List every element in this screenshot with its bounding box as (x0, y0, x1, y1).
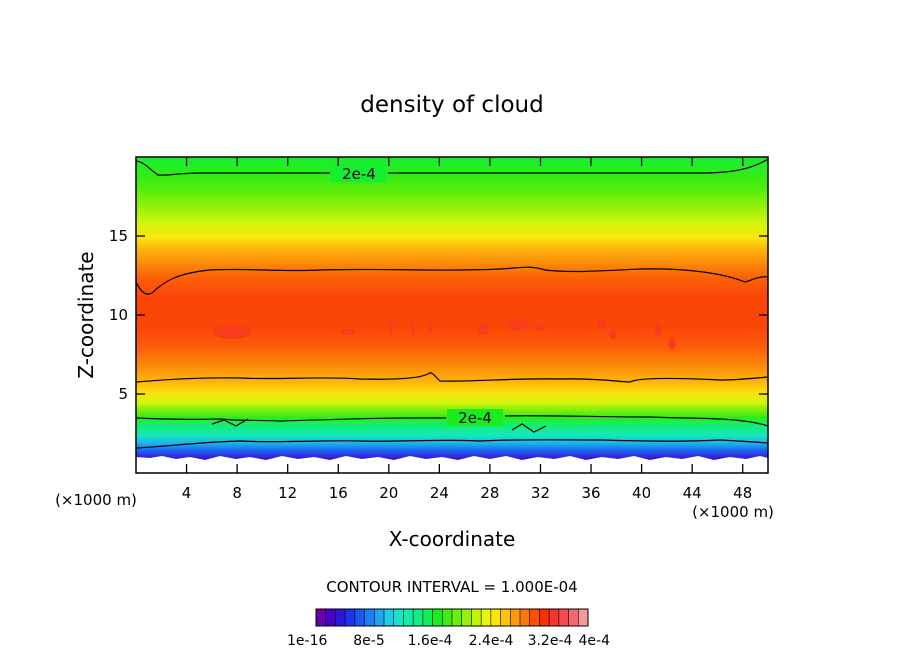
x-tick-label: 12 (278, 484, 297, 502)
contour-line-lower (136, 415, 768, 427)
patch (655, 323, 661, 337)
x-tick-label: 16 (329, 484, 348, 502)
colorbar-swatch (500, 609, 511, 626)
colorbar-label: 1.6e-4 (408, 633, 453, 649)
x-tick-label: 24 (430, 484, 449, 502)
colorbar-swatch (578, 609, 589, 626)
contour-lines (136, 158, 768, 449)
patch (508, 320, 528, 330)
contour-line-base (136, 439, 768, 449)
contour-line-middle (136, 372, 768, 383)
colorbar-swatch (422, 609, 433, 626)
y-tick-label: 15 (109, 227, 128, 245)
colorbar-frame (315, 608, 589, 627)
y-unit-label: (×1000 m) (55, 491, 137, 509)
patch (668, 337, 676, 349)
colorbar-label: 3.2e-4 (528, 633, 573, 649)
y-tick-label: 5 (118, 385, 128, 403)
colorbar (315, 608, 589, 627)
contour-label-top: 2e-4 (342, 165, 376, 183)
colorbar-swatch (510, 609, 521, 626)
colorbar-swatch (568, 609, 579, 626)
colorbar-swatch (393, 609, 404, 626)
patch (478, 323, 488, 335)
colorbar-swatch (413, 609, 424, 626)
colorbar-swatch (364, 609, 375, 626)
colorbar-swatch (539, 609, 550, 626)
patch (598, 319, 606, 329)
colorbar-label: 2.4e-4 (469, 633, 514, 649)
colorbar-swatch (490, 609, 501, 626)
patch (609, 329, 617, 339)
colorbar-swatch (471, 609, 482, 626)
contour-label-lower: 2e-4 (458, 409, 492, 427)
patch (389, 317, 393, 335)
colorbar-swatch (558, 609, 569, 626)
x-tick-label: 48 (733, 484, 752, 502)
patch (428, 320, 432, 334)
colorbar-swatch (461, 609, 472, 626)
y-axis-label: Z-coordinate (74, 251, 98, 378)
patch (212, 325, 252, 339)
colorbar-label: 4e-4 (579, 633, 611, 649)
x-tick-label: 20 (379, 484, 398, 502)
colorbar-swatch (403, 609, 414, 626)
max-density-patches (212, 317, 676, 349)
colorbar-label: 1e-16 (287, 633, 327, 649)
x-tick-label: 40 (632, 484, 651, 502)
x-tick-label: 8 (232, 484, 242, 502)
colorbar-swatch (325, 609, 336, 626)
colorbar-swatch (481, 609, 492, 626)
contour-line-upper (136, 266, 768, 295)
colorbar-swatch (452, 609, 463, 626)
colorbar-swatch (335, 609, 346, 626)
contour-line-fragment (211, 418, 547, 433)
colorbar-swatch (384, 609, 395, 626)
colorbar-swatch (520, 609, 531, 626)
x-tick-label: 36 (581, 484, 600, 502)
patch (411, 322, 415, 336)
colorbar-swatch (354, 609, 365, 626)
x-unit-label: (×1000 m) (692, 503, 774, 521)
x-tick-label: 32 (531, 484, 550, 502)
x-tick-label: 4 (182, 484, 192, 502)
colorbar-swatch (529, 609, 540, 626)
contour-line-top (136, 158, 768, 176)
cloud-free-region (136, 456, 768, 473)
contour-label-bg (447, 409, 503, 426)
chart-title: density of cloud (360, 92, 543, 118)
contour-interval-text: CONTOUR INTERVAL = 1.000E-04 (326, 578, 577, 596)
colorbar-label: 8e-5 (353, 633, 384, 649)
x-tick-label: 28 (480, 484, 499, 502)
colorbar-swatch (442, 609, 453, 626)
x-axis: 4 8 12 16 20 24 28 32 36 40 44 48 (182, 157, 752, 502)
colorbar-swatch (316, 609, 327, 626)
colorbar-swatch (374, 609, 385, 626)
colorbar-swatch (345, 609, 356, 626)
contour-label-bg (331, 164, 387, 182)
colorbar-swatch (549, 609, 560, 626)
patch (532, 324, 544, 330)
y-axis: 5 10 15 (109, 227, 768, 403)
y-tick-label: 10 (109, 306, 128, 324)
x-axis-label: X-coordinate (389, 527, 516, 551)
colorbar-swatch (432, 609, 443, 626)
plot-area: 2e-4 2e-4 (136, 157, 768, 473)
patch (341, 329, 355, 335)
colorbar-labels: 1e-16 8e-5 1.6e-4 2.4e-4 3.2e-4 4e-4 (287, 633, 610, 649)
x-tick-label: 44 (683, 484, 702, 502)
